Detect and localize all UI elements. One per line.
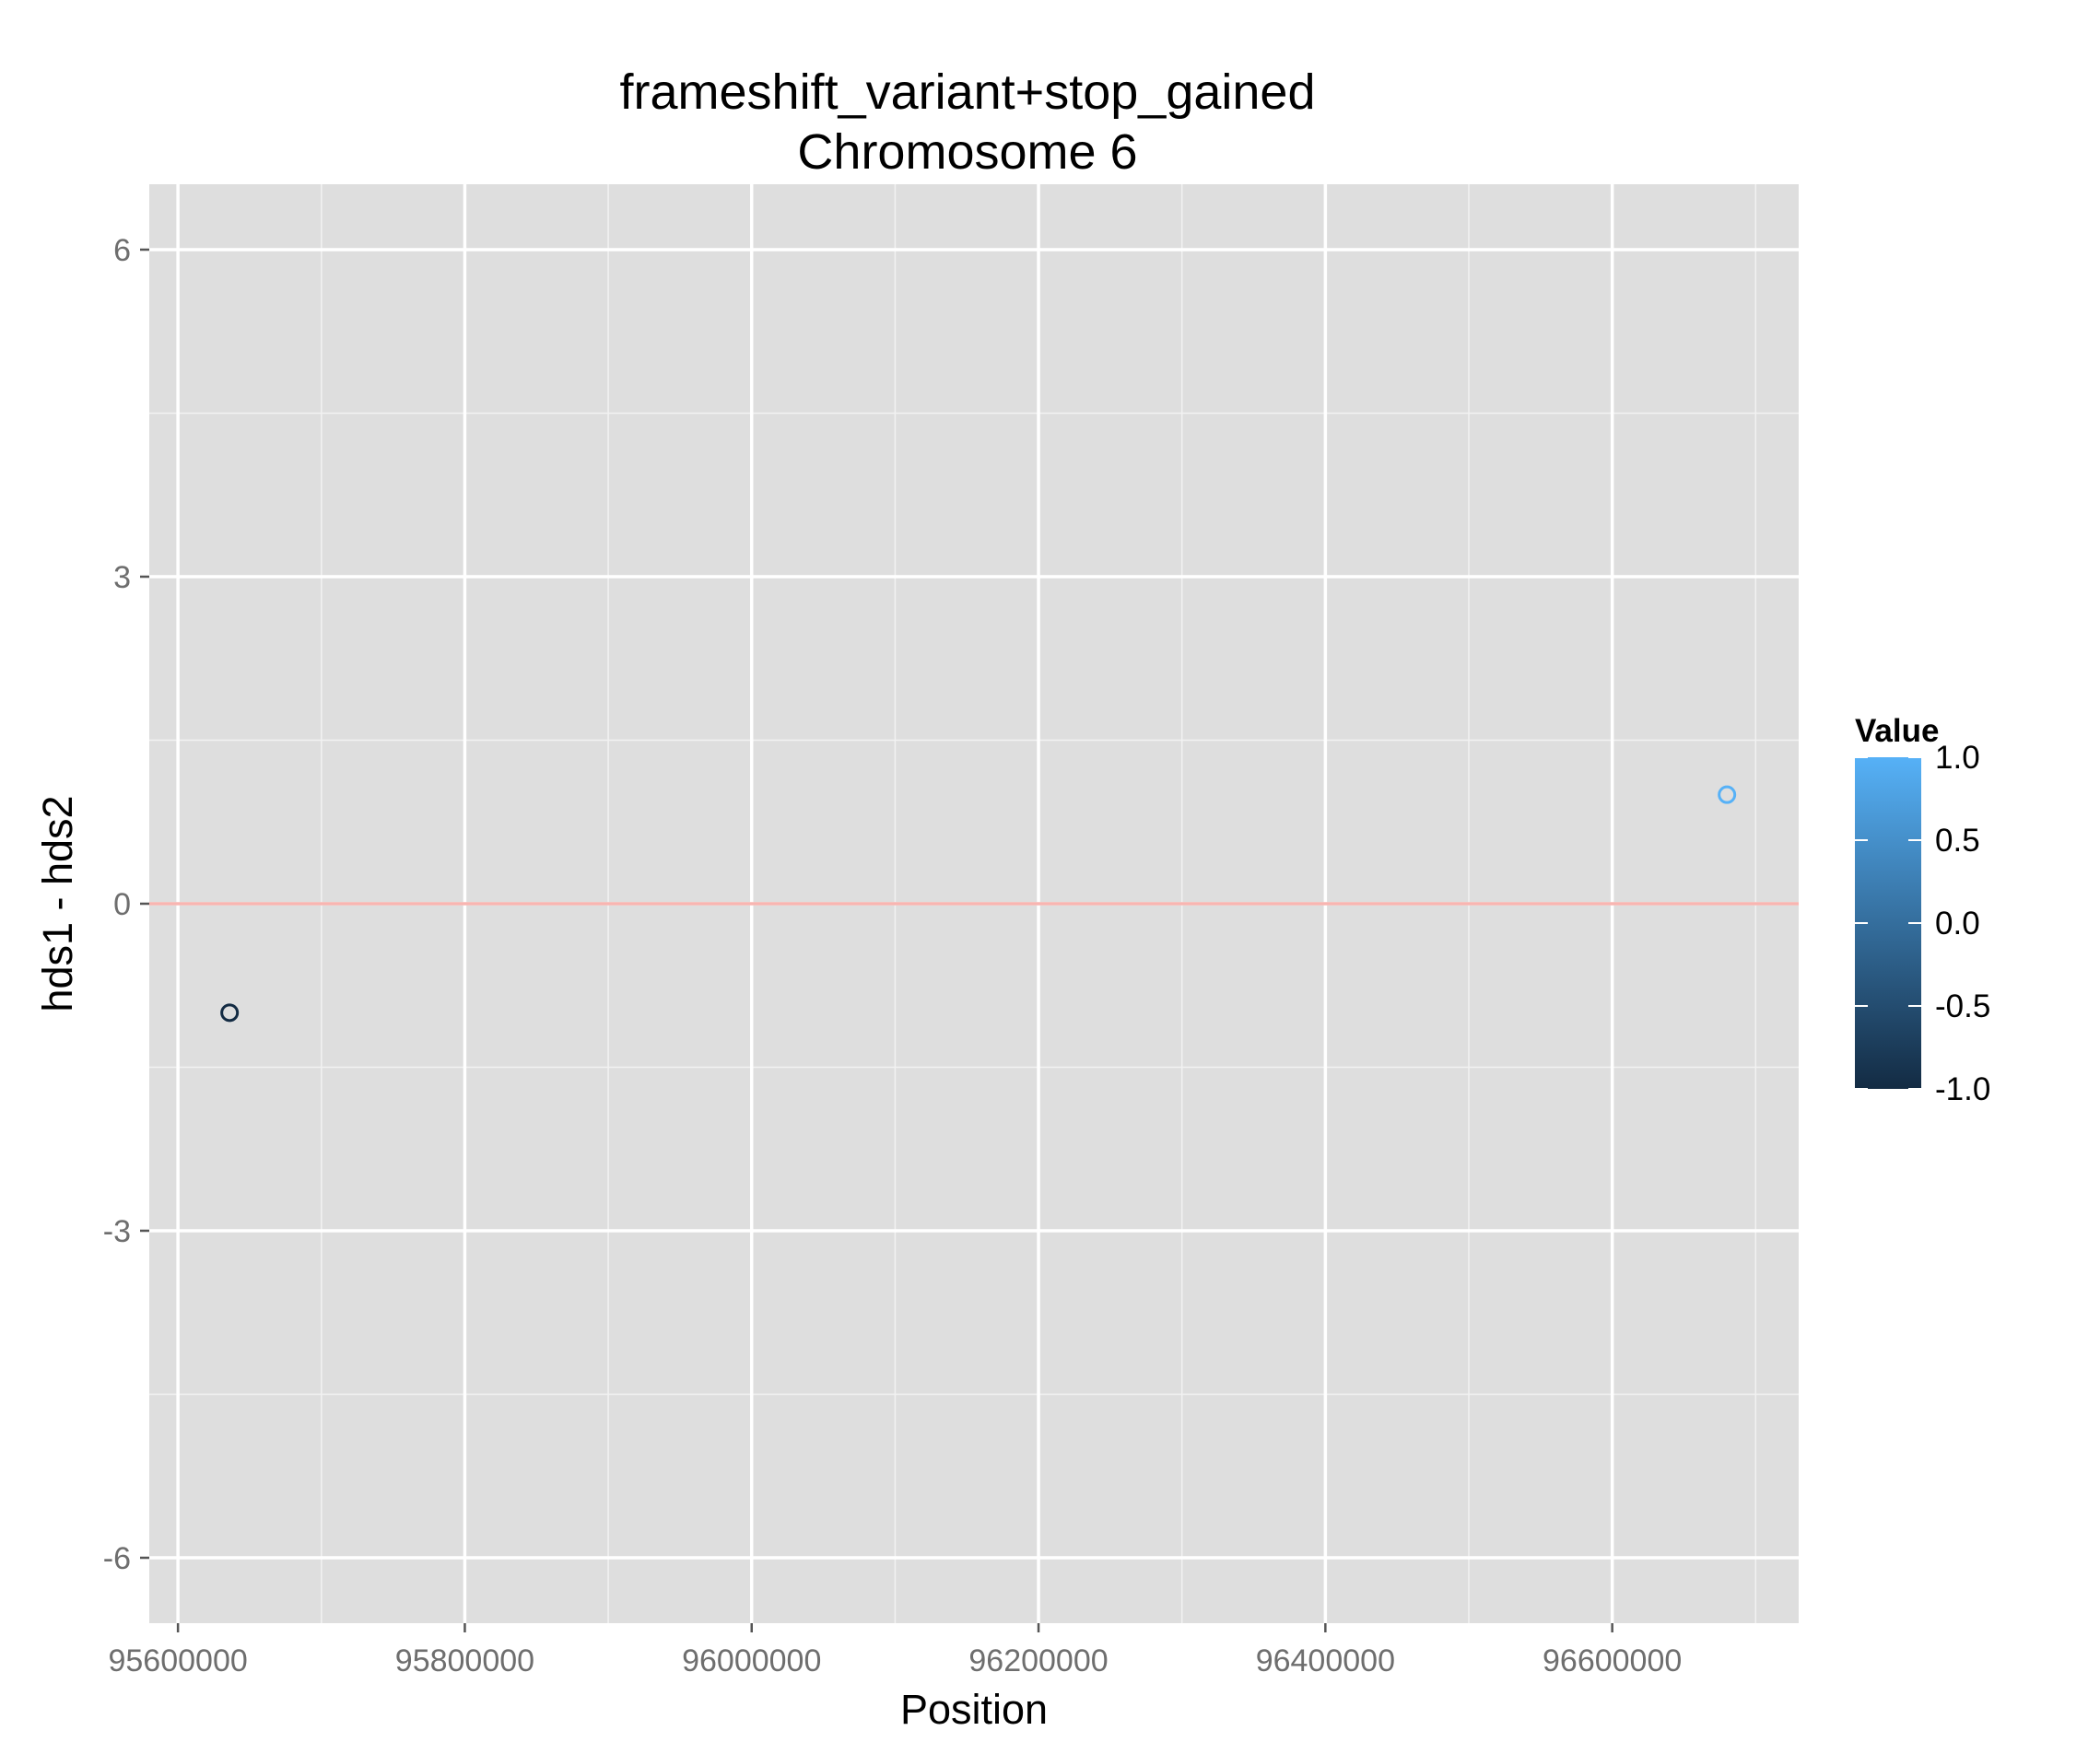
x-tick-label: 95800000 — [395, 1643, 534, 1678]
data-point — [220, 1003, 240, 1023]
y-tick-label: -6 — [103, 1541, 131, 1576]
x-tick-label: 96000000 — [682, 1643, 821, 1678]
legend-label: 0.0 — [1935, 906, 1980, 941]
data-point — [1718, 785, 1737, 804]
legend-label: 0.5 — [1935, 823, 1980, 859]
x-tick-label: 96600000 — [1543, 1643, 1682, 1678]
legend-label: 1.0 — [1935, 740, 1980, 776]
x-axis-title: Position — [900, 1686, 1048, 1733]
y-tick-label: 0 — [113, 887, 131, 922]
legend-label: -1.0 — [1935, 1071, 1990, 1107]
chart-title: frameshift_variant+stop_gained — [620, 64, 1316, 120]
x-axis: 95600000 95800000 96000000 96200000 96400000… — [108, 1623, 1682, 1678]
legend-title: Value — [1855, 713, 1939, 749]
x-tick-label: 96400000 — [1256, 1643, 1395, 1678]
y-tick-label: -3 — [103, 1214, 131, 1249]
data-points — [220, 785, 1737, 1023]
y-tick-label: 3 — [113, 560, 131, 595]
y-tick-label: 6 — [113, 233, 131, 268]
y-axis-title: hds1 - hds2 — [34, 795, 81, 1011]
color-legend: Value 1.0 0.5 0.0 -0.5 -1.0 — [1855, 713, 1990, 1107]
x-tick-label: 96200000 — [968, 1643, 1108, 1678]
y-axis: -6 -3 0 3 6 — [103, 233, 149, 1576]
legend-label: -0.5 — [1935, 988, 1990, 1024]
chart-subtitle: Chromosome 6 — [797, 124, 1137, 180]
legend-ticks: 1.0 0.5 0.0 -0.5 -1.0 — [1855, 740, 1990, 1107]
x-tick-label: 95600000 — [108, 1643, 247, 1678]
